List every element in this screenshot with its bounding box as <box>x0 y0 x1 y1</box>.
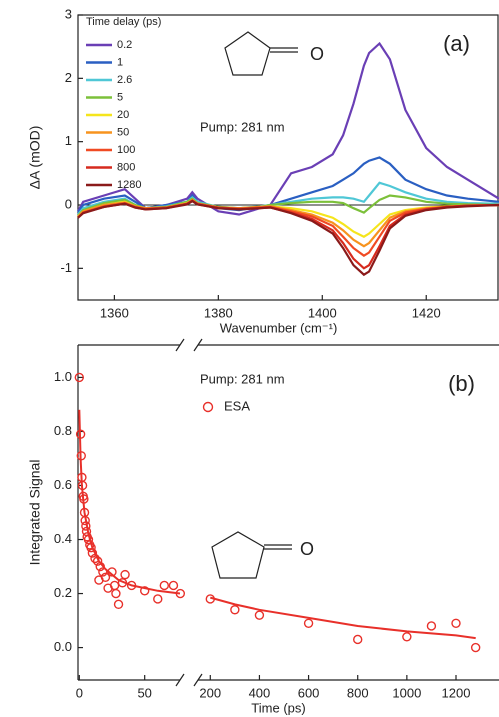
data-point <box>107 567 117 577</box>
data-point <box>153 594 163 604</box>
y-tick-label: 0.4 <box>54 531 72 546</box>
data-point <box>120 569 130 580</box>
x-tick-label: 200 <box>199 685 221 700</box>
legend-label: 50 <box>117 126 129 138</box>
data-point <box>426 621 437 631</box>
molecule-a <box>224 31 313 76</box>
x-tick-label: 1200 <box>442 685 471 700</box>
y-tick-label: 3 <box>65 6 72 21</box>
annotation: (b) <box>448 371 475 396</box>
data-point <box>168 580 179 591</box>
y-axis-label: ΔA (mOD) <box>27 126 43 190</box>
oxygen-label: O <box>310 44 324 64</box>
fit-line <box>78 409 476 640</box>
data-point <box>451 618 461 628</box>
data-point <box>175 588 186 599</box>
data-point <box>83 534 94 545</box>
legend-label: 800 <box>117 161 135 173</box>
data-point <box>95 561 105 572</box>
data-point <box>126 580 137 591</box>
x-tick-label: 1400 <box>308 305 337 320</box>
y-tick-label: -1 <box>60 260 72 275</box>
y-tick-label: 0.8 <box>54 423 72 438</box>
y-axis-label: Integrated Signal <box>27 460 43 566</box>
data-point <box>79 494 89 504</box>
series-line <box>77 156 499 214</box>
data-point <box>77 480 88 491</box>
data-point <box>76 451 86 461</box>
data-point <box>81 521 91 531</box>
x-axis-label: Wavenumber (cm⁻¹) <box>220 320 338 335</box>
data-point <box>111 588 121 599</box>
series-line <box>77 41 499 216</box>
x-axis-label: Time (ps) <box>251 700 305 715</box>
x-tick-label: 400 <box>249 685 271 700</box>
data-point <box>230 605 240 615</box>
axis-break <box>175 673 185 687</box>
legend-marker <box>202 401 214 413</box>
y-tick-label: 0.6 <box>54 477 72 492</box>
legend-label: 5 <box>117 91 123 103</box>
y-tick-label: 0 <box>65 196 72 211</box>
data-point <box>353 634 363 645</box>
data-point <box>86 542 96 553</box>
data-point <box>402 632 412 642</box>
data-point <box>87 548 98 558</box>
data-point <box>90 553 100 564</box>
x-tick-label: 0 <box>76 685 83 700</box>
x-tick-label: 800 <box>347 685 369 700</box>
x-tick-label: 1360 <box>100 305 129 320</box>
legend-title: Time delay (ps) <box>86 16 161 28</box>
data-point <box>139 586 150 596</box>
annotation: Pump: 281 nm <box>200 371 285 386</box>
plot-frame <box>77 14 499 301</box>
y-tick-label: 1.0 <box>54 369 72 384</box>
legend-label: 0.2 <box>117 39 132 51</box>
data-point <box>470 642 481 653</box>
legend-label: 20 <box>117 109 129 121</box>
legend-label: 2.6 <box>117 74 132 86</box>
data-point <box>80 515 90 526</box>
legend-label: ESA <box>224 398 250 413</box>
x-tick-label: 1380 <box>204 305 233 320</box>
axis-break <box>193 673 203 687</box>
molecule-b <box>211 531 292 579</box>
y-tick-label: 2 <box>65 70 72 85</box>
y-tick-label: 1 <box>65 133 72 148</box>
data-point <box>254 610 265 620</box>
annotation: (a) <box>443 31 470 56</box>
data-point <box>303 618 314 628</box>
y-tick-label: 0.0 <box>54 639 72 654</box>
data-point <box>100 572 111 583</box>
data-point <box>159 580 170 591</box>
legend-label: 1280 <box>117 179 141 191</box>
data-point <box>117 578 128 588</box>
data-point <box>205 594 215 604</box>
x-tick-label: 50 <box>137 685 151 700</box>
x-tick-label: 1420 <box>412 305 441 320</box>
oxygen-label: O <box>300 539 314 559</box>
axis-break <box>193 338 203 352</box>
axis-break <box>175 338 185 352</box>
data-point <box>92 556 103 566</box>
y-tick-label: 0.2 <box>54 585 72 600</box>
data-point <box>74 372 85 383</box>
annotation: Pump: 281 nm <box>200 119 285 134</box>
legend-label: 100 <box>117 144 135 156</box>
legend-label: 1 <box>117 56 123 68</box>
x-tick-label: 600 <box>298 685 320 700</box>
series-line <box>77 199 499 277</box>
data-point <box>75 429 86 439</box>
data-point <box>98 567 108 577</box>
x-tick-label: 1000 <box>392 685 421 700</box>
data-point <box>113 599 124 610</box>
